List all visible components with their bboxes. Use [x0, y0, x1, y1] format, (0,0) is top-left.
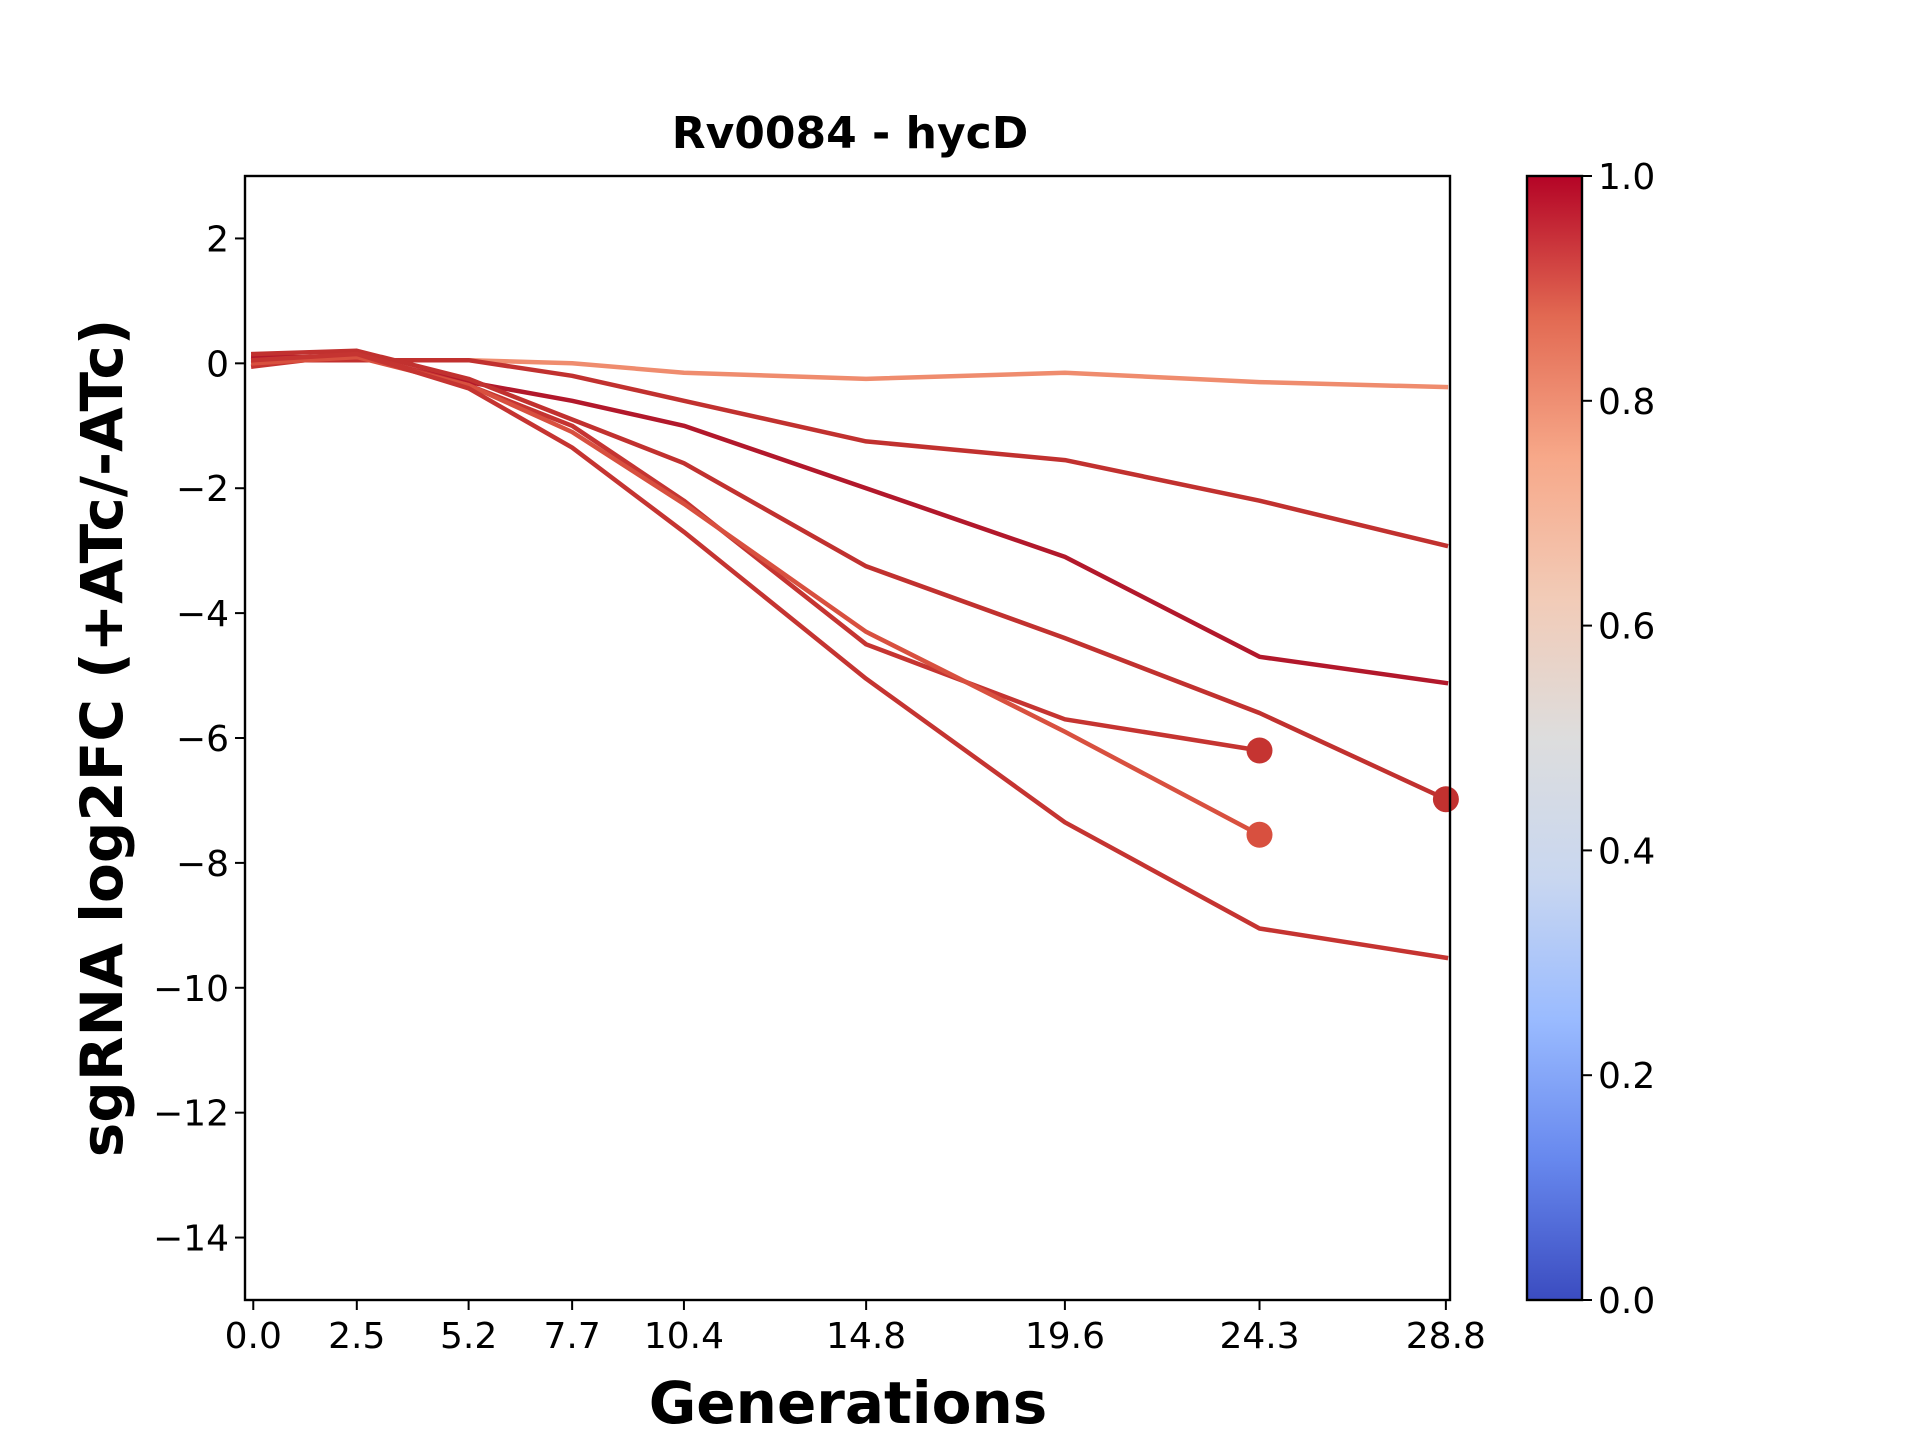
colorbar-tick-label: 0.6: [1598, 607, 1655, 648]
series-line-2: [251, 357, 1449, 549]
y-axis-label: sgRNA log2FC (+ATc/-ATc): [68, 319, 136, 1157]
y-tick-label: −14: [153, 1219, 229, 1260]
colorbar-tick-label: 0.2: [1598, 1056, 1655, 1097]
colorbar-frame: [1525, 174, 1584, 1302]
x-tick-label: 14.8: [826, 1316, 906, 1357]
y-tick-label: −8: [176, 844, 229, 885]
y-tick-label: −10: [153, 969, 229, 1010]
colorbar-tick-label: 0.4: [1598, 831, 1655, 872]
chart-title: Rv0084 - hycD: [672, 108, 1029, 159]
colorbar-tick-label: 1.0: [1598, 157, 1655, 198]
series-line-6: [250, 354, 1263, 838]
colorbar-tick-label: 0.0: [1598, 1281, 1655, 1322]
series-line-7: [250, 351, 1449, 961]
y-tick-label: 2: [206, 219, 229, 260]
series-layer: [250, 348, 1459, 961]
colorbar-tick-label: 0.8: [1598, 382, 1655, 423]
y-axis: 2 0 −2 −4 −6 −8 −10 −12 −14: [153, 219, 245, 1260]
x-tick-label: 0.0: [225, 1316, 282, 1357]
x-tick-label: 2.5: [328, 1316, 385, 1357]
colorbar: 0.0 0.2 0.4 0.6 0.8 1.0: [1525, 157, 1655, 1322]
x-tick-label: 19.6: [1025, 1316, 1105, 1357]
series-end-marker-5: [1246, 737, 1273, 764]
series-end-marker-4: [1432, 786, 1459, 813]
y-tick-label: −2: [176, 469, 229, 510]
colorbar-fill: [1527, 176, 1582, 1300]
y-tick-label: −4: [176, 594, 229, 635]
y-tick-label: −6: [176, 719, 229, 760]
x-tick-label: 24.3: [1219, 1316, 1299, 1357]
x-tick-label: 28.8: [1406, 1316, 1486, 1357]
series-line-4: [250, 348, 1449, 803]
x-axis-label: Generations: [649, 1369, 1048, 1437]
y-tick-label: 0: [206, 344, 229, 385]
x-tick-label: 7.7: [543, 1316, 600, 1357]
x-tick-label: 5.2: [440, 1316, 497, 1357]
plot-frame: [243, 174, 1452, 1302]
series-end-marker-6: [1246, 821, 1273, 848]
y-tick-label: −12: [153, 1094, 229, 1135]
x-tick-label: 10.4: [644, 1316, 724, 1357]
x-axis: 0.0 2.5 5.2 7.7 10.4 14.8 19.6 24.3 28.8: [225, 1300, 1486, 1357]
colorbar-ticks: 0.0 0.2 0.4 0.6 0.8 1.0: [1582, 157, 1655, 1322]
